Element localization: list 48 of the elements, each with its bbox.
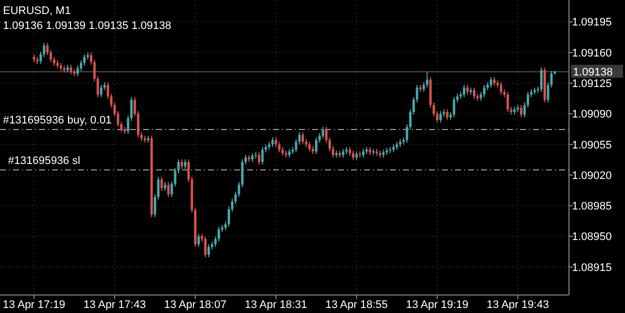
candlestick — [302, 132, 304, 145]
candlestick — [462, 84, 466, 98]
text: EURUSD, M1 — [3, 5, 71, 17]
y-tick-label: 1.09090 — [572, 108, 612, 121]
candlestick — [439, 110, 442, 124]
ref-line-label: 1.09138 — [573, 66, 613, 79]
candlestick — [466, 84, 469, 96]
y-tick-label: 1.08950 — [572, 231, 612, 244]
y-tick-label: 1.09160 — [572, 47, 612, 60]
y-tick-label: 1.08985 — [572, 200, 612, 213]
candlestick — [208, 244, 210, 258]
text: 1.09136 1.09139 1.09135 1.09138 — [3, 20, 172, 32]
candlestick — [506, 91, 509, 113]
ref-line-label: #131695936 sl — [8, 154, 80, 167]
candlestick — [46, 42, 49, 56]
x-tick-label: 13 Apr 17:43 — [83, 299, 146, 311]
candlestick — [315, 136, 318, 155]
candlestick — [520, 104, 522, 118]
candlestick — [197, 233, 200, 248]
candlestick — [472, 87, 476, 100]
y-tick-label: 1.08915 — [572, 262, 612, 274]
candlestick — [446, 108, 448, 120]
candlestick — [352, 150, 354, 161]
candlestick — [204, 236, 207, 258]
x-tick-label: 13 Apr 19:19 — [406, 299, 468, 311]
candlestick — [160, 176, 163, 192]
x-tick-label: 13 Apr 18:31 — [244, 299, 308, 311]
x-tick-label: 13 Apr 18:07 — [164, 299, 226, 311]
candlestick — [271, 136, 274, 148]
x-tick-label: 13 Apr 19:43 — [486, 299, 550, 311]
candlestick — [167, 182, 170, 198]
candlestick — [42, 42, 46, 58]
candlestick — [540, 66, 543, 92]
candlestick — [426, 71, 428, 88]
candlestick — [180, 158, 184, 170]
candlestick — [274, 136, 278, 148]
y-tick-label: 1.09020 — [572, 170, 612, 182]
candlestick — [278, 141, 280, 153]
candlestick — [100, 84, 102, 98]
candlestick — [258, 152, 260, 166]
candlestick — [483, 84, 486, 98]
y-tick-label: 1.09055 — [572, 139, 612, 152]
y-tick-label: 1.09195 — [572, 16, 612, 29]
x-tick-label: 13 Apr 18:55 — [325, 299, 388, 311]
ref-line-label: #131695936 buy, 0.01 — [3, 114, 112, 127]
x-tick-label: 13 Apr 17:19 — [2, 299, 66, 311]
candlestick — [184, 158, 186, 170]
y-tick-label: 1.09125 — [572, 78, 612, 90]
